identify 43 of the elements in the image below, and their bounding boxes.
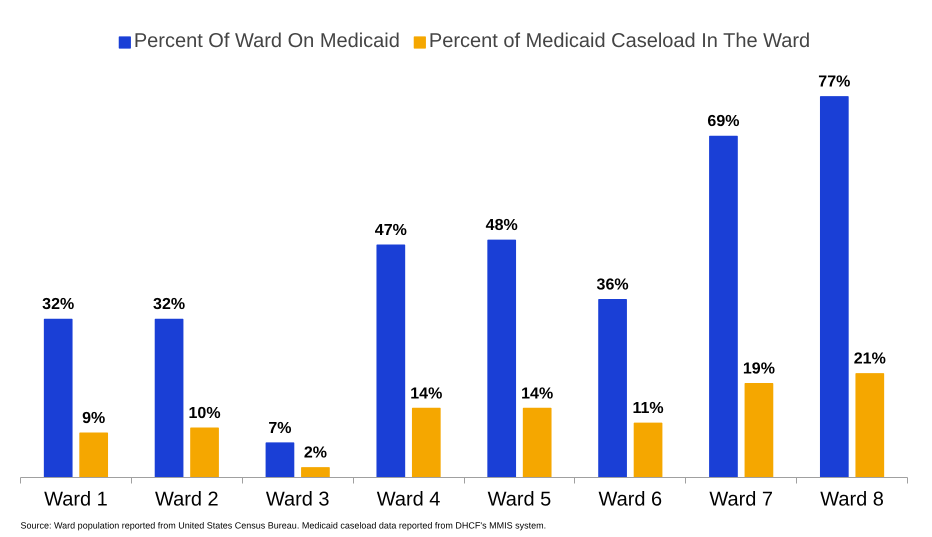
data-label: 14% — [410, 385, 442, 402]
bar — [301, 467, 330, 478]
bar — [266, 442, 294, 478]
bar — [634, 422, 662, 478]
data-label: 2% — [304, 444, 327, 462]
x-tick-label: Ward 3 — [266, 488, 330, 510]
data-label: 10% — [188, 405, 221, 422]
data-label: 14% — [521, 385, 554, 402]
bar — [79, 432, 108, 478]
bar — [154, 318, 184, 478]
bar — [522, 408, 552, 478]
data-label: 48% — [486, 217, 518, 234]
data-label: 21% — [854, 350, 886, 368]
bar — [855, 373, 884, 478]
data-label: 19% — [742, 360, 775, 378]
x-tick-label: Ward 6 — [598, 488, 662, 510]
x-tick-label: Ward 1 — [44, 488, 108, 510]
data-label: 32% — [42, 296, 74, 314]
data-label: 36% — [596, 276, 629, 294]
data-label: 47% — [374, 222, 407, 240]
x-tick-label: Ward 2 — [154, 488, 219, 510]
bar — [487, 240, 516, 478]
bar — [190, 428, 219, 478]
data-label: 69% — [707, 113, 740, 130]
bar — [412, 408, 441, 478]
bar — [376, 244, 406, 478]
bar — [820, 96, 849, 478]
legend-label: Percent Of Ward On Medicaid — [134, 30, 400, 53]
data-label: 11% — [632, 400, 664, 418]
bar — [598, 298, 627, 478]
data-label: 7% — [268, 420, 292, 437]
source-note: Source: Ward population reported from United States Census Bureau. Medicaid caseload data reported from DHCF's MMIS system. — [20, 520, 546, 530]
x-tick-label: Ward 4 — [376, 488, 440, 510]
bar — [44, 318, 73, 478]
data-label: 9% — [82, 410, 106, 427]
bar — [709, 136, 738, 478]
x-tick-label: Ward 8 — [820, 488, 884, 510]
legend-label: Percent of Medicaid Caseload In The Ward — [428, 30, 810, 53]
x-tick-label: Ward 5 — [488, 488, 552, 510]
x-tick-label: Ward 7 — [709, 488, 774, 510]
data-label: 32% — [153, 296, 186, 314]
bar — [744, 383, 774, 478]
data-label: 77% — [818, 74, 850, 91]
